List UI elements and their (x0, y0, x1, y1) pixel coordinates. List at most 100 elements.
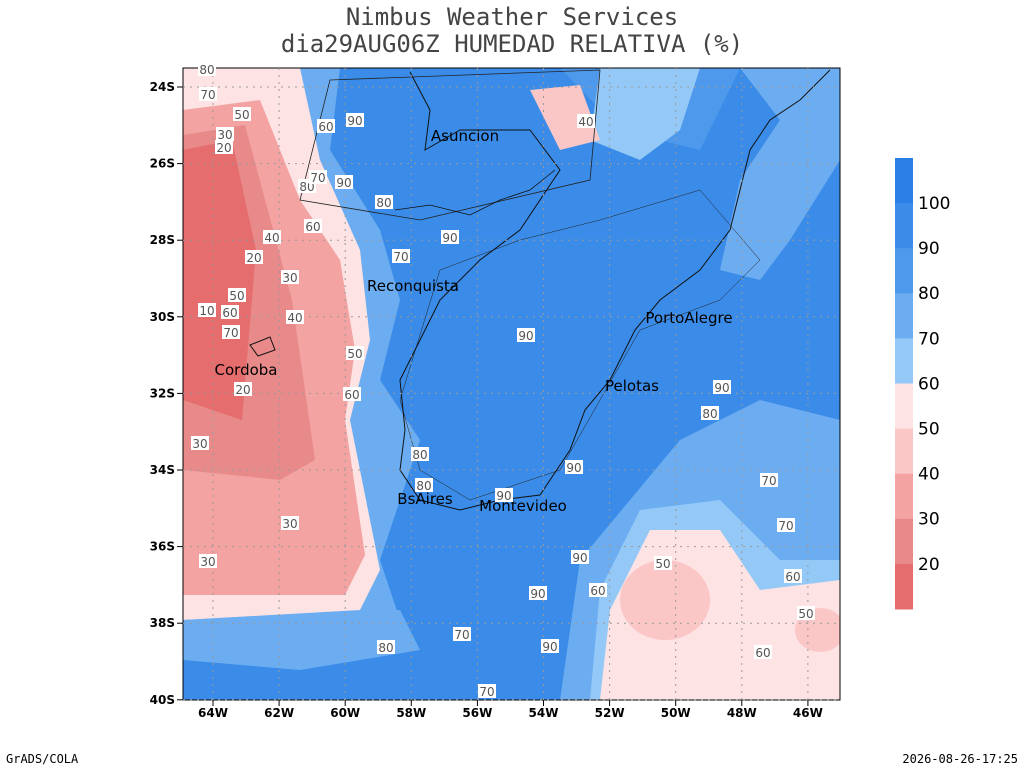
lon-label: 58W (396, 706, 426, 720)
contour-label: 90 (336, 176, 351, 190)
city-label: Pelotas (605, 377, 659, 395)
contour-label: 50 (347, 347, 362, 361)
colorbar-swatch (895, 293, 913, 339)
contour-label-box (589, 583, 607, 597)
contour-label: 30 (282, 271, 297, 285)
contour-label: 60 (785, 570, 800, 584)
lon-label: 62W (264, 706, 294, 720)
contour-label-box (529, 586, 547, 600)
contour-label-box (317, 119, 335, 133)
colorbar-swatch (895, 203, 913, 249)
map-frame (182, 67, 841, 701)
footer-left: GrADS/COLA (6, 752, 79, 766)
colorbar-swatch (895, 338, 913, 384)
colorbar-label: 20 (918, 555, 940, 575)
contour-label-box (571, 550, 589, 564)
contour-label-box (760, 473, 778, 487)
contour-label: 90 (347, 114, 362, 128)
contour-label: 70 (778, 519, 793, 533)
contour-label: 50 (655, 557, 670, 571)
field (530, 85, 600, 150)
lake (249, 336, 276, 357)
contour-label-box (565, 460, 583, 474)
field (720, 68, 840, 280)
title-line: dia29AUG06Z HUMEDAD RELATIVA (%) (281, 30, 743, 58)
contour-label-box (495, 488, 513, 502)
city-label: PortoAlegre (645, 309, 732, 327)
contour-label-box (191, 436, 209, 450)
contour-label: 60 (305, 220, 320, 234)
contour-label: 70 (310, 171, 325, 185)
lon-label: 56W (462, 706, 492, 720)
contour-label-box (701, 406, 719, 420)
colorbar-label: 60 (918, 374, 940, 394)
contour-label-box (346, 113, 364, 127)
colorbar-swatch (895, 248, 913, 294)
contour-label-box (199, 554, 217, 568)
lon-label: 52W (595, 706, 625, 720)
labels: 24S 26S 28S 30S 32S 34S 36S 38S 40S 64W 62W 60W 58W 5… (150, 62, 823, 720)
contour-label-box (233, 107, 251, 121)
contour-label: 30 (200, 555, 215, 569)
city-label: Cordoba (215, 361, 278, 379)
colorbar-swatch (895, 473, 913, 520)
lon-label: 50W (661, 706, 691, 720)
contour-label-box (453, 627, 471, 641)
contour-label: 40 (578, 115, 593, 129)
border (394, 169, 556, 216)
contour-label: 70 (223, 326, 238, 340)
colorbar-swatch (895, 428, 913, 475)
contour-label: 30 (282, 517, 297, 531)
contour-label: 50 (229, 289, 244, 303)
contour-label-box (335, 175, 353, 189)
city-label: Montevideo (479, 497, 567, 515)
contour-label: 70 (454, 628, 469, 642)
contour-label: 90 (572, 551, 587, 565)
colorbar-label: 90 (918, 239, 940, 259)
contour-label: 50 (798, 607, 813, 621)
lon-label: 46W (793, 706, 823, 720)
map-fields (183, 68, 840, 700)
contour-label-box (654, 556, 672, 570)
contour-label-box (281, 516, 299, 530)
contour-label: 90 (496, 489, 511, 503)
contour-label-box (222, 325, 240, 339)
contour-label-box (415, 478, 433, 492)
contour-label: 40 (264, 231, 279, 245)
contour-label: 30 (217, 128, 232, 142)
contour-label-box (343, 387, 361, 401)
contour-label-box (577, 114, 595, 128)
contour-label-box (198, 62, 216, 76)
contour-label-box (309, 170, 327, 184)
contour-label: 80 (416, 479, 431, 493)
contour-label-box (245, 250, 263, 264)
contour-label: 80 (412, 448, 427, 462)
city-label: BsAires (397, 490, 453, 508)
contour-label: 90 (530, 587, 545, 601)
contour-label-box (541, 639, 559, 653)
contour-label: 50 (234, 108, 249, 122)
field (590, 68, 700, 160)
colorbar-label: 40 (918, 465, 940, 485)
lat-label: 40S (150, 693, 175, 707)
contour-label-box (221, 305, 239, 319)
contour (399, 189, 761, 501)
lat-label: 38S (150, 616, 175, 630)
contour-label: 80 (199, 63, 214, 77)
contour-label: 90 (518, 329, 533, 343)
lon-label: 64W (198, 706, 228, 720)
contour-label: 90 (442, 231, 457, 245)
lon-label: 60W (330, 706, 360, 720)
contour-label: 60 (755, 646, 770, 660)
contour-label: 60 (344, 388, 359, 402)
coastline (399, 69, 831, 511)
contour-label: 20 (216, 141, 231, 155)
lon-label: 54W (529, 706, 559, 720)
contour-label-box (281, 270, 299, 284)
contour-label-box (392, 249, 410, 263)
lat-label: 28S (150, 233, 175, 247)
contour-label-box (797, 606, 815, 620)
city-label: Reconquista (367, 277, 459, 295)
contour-label: 20 (246, 251, 261, 265)
contour-label-box (228, 288, 246, 302)
